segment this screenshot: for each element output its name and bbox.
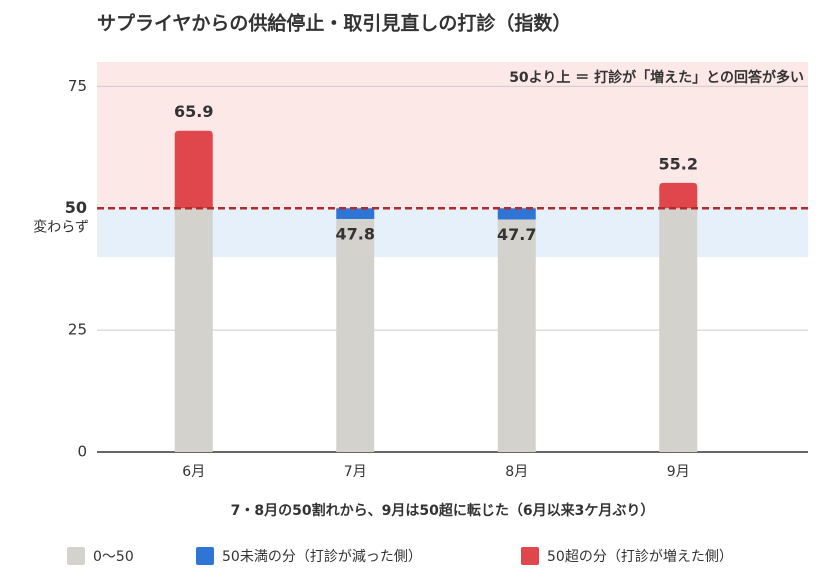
- y-tick-label: 0: [77, 443, 87, 461]
- bar-base: [336, 218, 375, 452]
- x-tick-label: 7月: [344, 464, 367, 480]
- legend-label: 50超の分（打診が増えた側）: [547, 548, 733, 565]
- x-tick-label: 6月: [182, 464, 205, 480]
- value-label: 65.9: [174, 102, 213, 121]
- chart-title: サプライヤからの供給停止・取引見直しの打診（指数）: [97, 12, 571, 35]
- legend-swatch: [521, 547, 539, 565]
- value-label: 47.7: [497, 225, 536, 244]
- value-label: 47.8: [336, 224, 375, 243]
- x-tick-label: 9月: [667, 464, 690, 480]
- x-tick-label: 8月: [505, 464, 528, 480]
- bar-below: [336, 208, 375, 219]
- annotation: 50より上 ＝ 打診が「増えた」との回答が多い: [509, 69, 804, 86]
- value-label: 55.2: [659, 154, 698, 173]
- reference-sublabel: 変わらず: [33, 218, 89, 235]
- bar-below: [497, 208, 536, 220]
- legend-label: 50未満の分（打診が減った側）: [222, 548, 422, 565]
- legend-label: 0〜50: [93, 549, 134, 565]
- legend-swatch: [67, 547, 85, 565]
- y-tick-label: 50: [65, 198, 87, 217]
- bar-above: [174, 130, 213, 209]
- caption: 7・8月の50割れから、9月は50超に転じた（6月以来3ケ月ぶり）: [231, 502, 655, 519]
- bar-base: [174, 208, 213, 452]
- bar-above: [659, 182, 698, 209]
- y-tick-label: 75: [68, 77, 87, 95]
- bar-base: [497, 219, 536, 452]
- bar-base: [659, 208, 698, 452]
- y-tick-label: 25: [68, 321, 87, 339]
- legend-swatch: [196, 547, 214, 565]
